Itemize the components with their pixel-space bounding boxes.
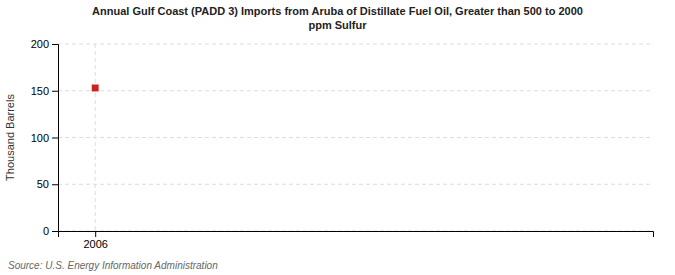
tick: 2006 xyxy=(83,231,107,250)
tick-mark xyxy=(52,138,58,139)
grid-line xyxy=(58,44,653,45)
tick-label: 150 xyxy=(31,85,49,97)
point xyxy=(92,84,99,91)
tick-label: 50 xyxy=(37,178,49,190)
tick: 100 xyxy=(31,132,58,144)
tick-mark xyxy=(52,231,58,232)
points xyxy=(92,84,99,91)
grid xyxy=(58,44,653,231)
y-axis-title: Thousand Barrels xyxy=(4,94,16,181)
tick: 50 xyxy=(37,178,58,190)
plot: 2006 0 50 100 150 200 xyxy=(31,38,654,250)
grid-line xyxy=(95,44,96,231)
tick-label: 2006 xyxy=(83,238,107,250)
grid-line xyxy=(58,137,653,138)
axis-line xyxy=(59,232,654,238)
tick: 0 xyxy=(43,225,58,237)
tick-label: 0 xyxy=(43,225,49,237)
grid-line xyxy=(58,184,653,185)
x-axis: 2006 xyxy=(59,231,654,250)
chart: Annual Gulf Coast (PADD 3) Imports from … xyxy=(0,0,675,275)
tick-mark xyxy=(95,231,96,237)
annotation: Source: U.S. Energy Information Administ… xyxy=(8,260,218,271)
tick-mark xyxy=(52,44,58,45)
grid-line xyxy=(58,90,653,91)
tick: 150 xyxy=(31,85,58,97)
tick-label: 200 xyxy=(31,38,49,50)
title: Annual Gulf Coast (PADD 3) Imports from … xyxy=(92,5,583,31)
tick-label: 100 xyxy=(31,132,49,144)
axis-line xyxy=(52,45,59,232)
y-axis: 0 50 100 150 200 xyxy=(31,38,59,237)
tick-mark xyxy=(52,184,58,185)
tick: 200 xyxy=(31,38,58,50)
tick-mark xyxy=(52,91,58,92)
